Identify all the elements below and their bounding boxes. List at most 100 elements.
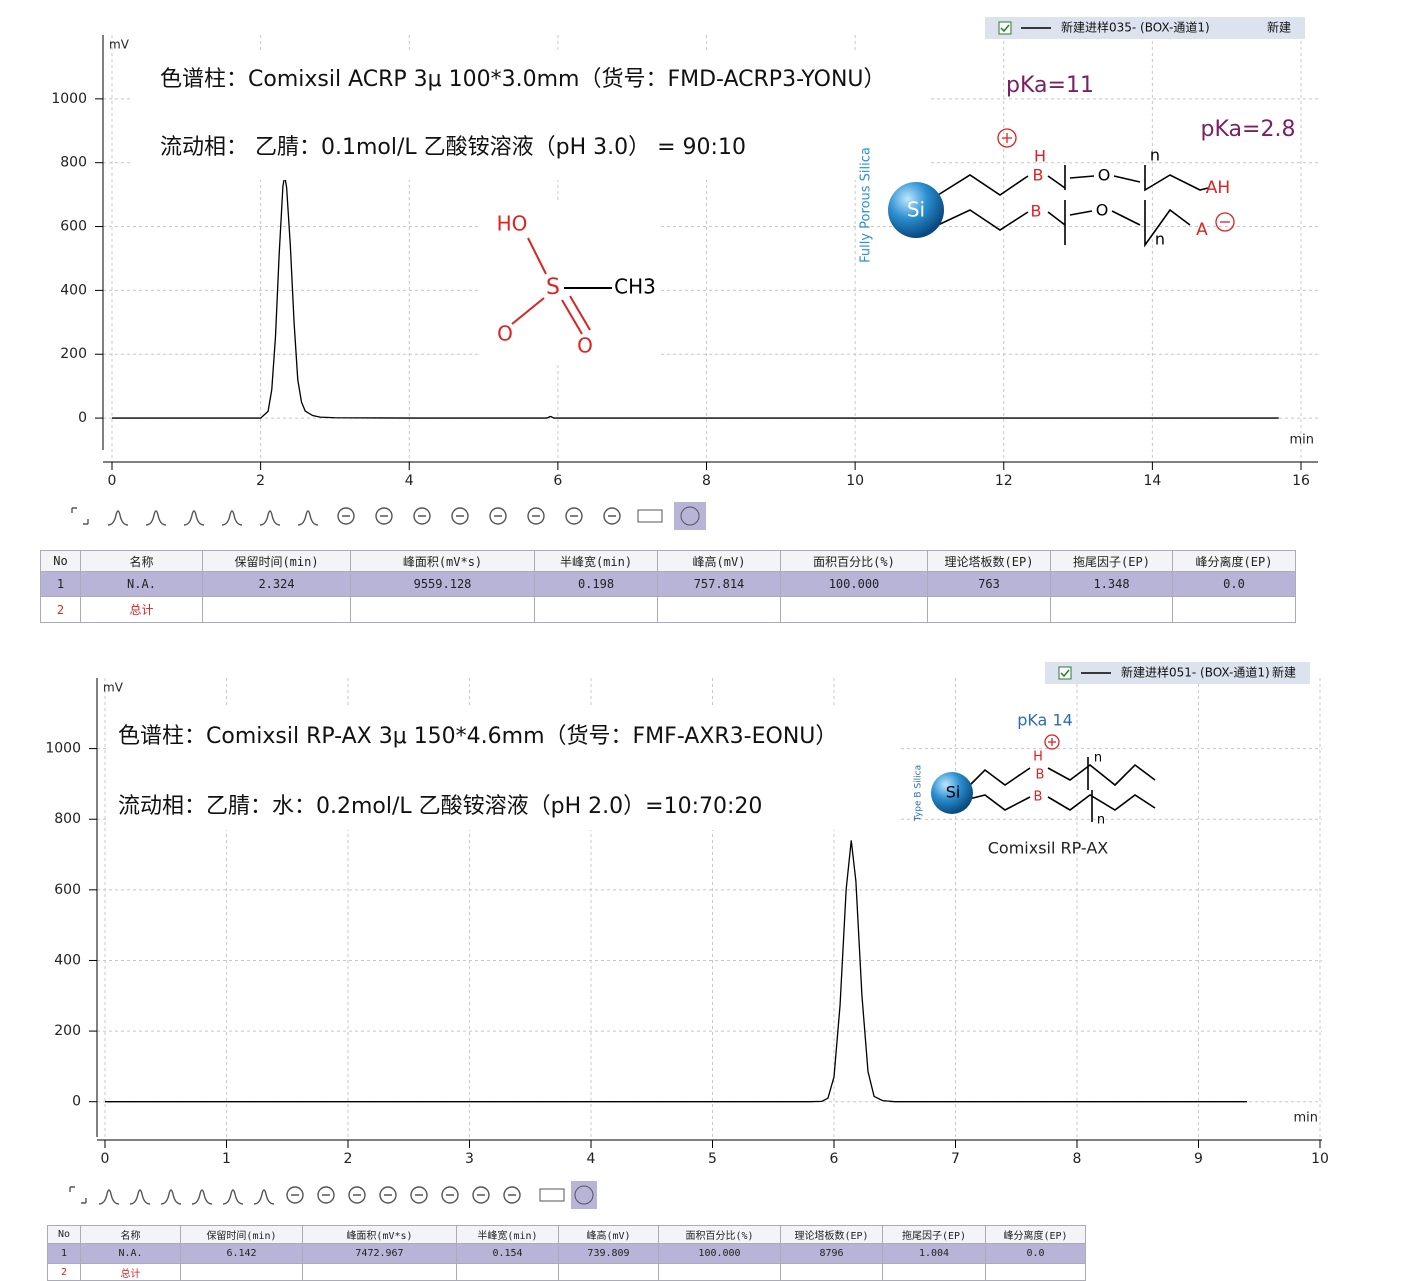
toolbar-icon[interactable]: [286, 1186, 304, 1204]
structure-label: Fully Porous Silica: [859, 147, 874, 263]
toolbar-icon[interactable]: [221, 510, 243, 526]
toolbar-icon[interactable]: [317, 1186, 335, 1204]
legend-checkbox[interactable]: [1058, 666, 1072, 680]
structure-label: Si: [946, 783, 961, 802]
toolbar-icon[interactable]: [145, 510, 167, 526]
structure-label: Comixsil RP-AX: [988, 839, 1109, 858]
table-row[interactable]: 1 N.A. 6.142 7472.967 0.154 739.809 100.000 879…: [47, 1243, 1086, 1264]
header-cell: 名称: [80, 1225, 181, 1244]
toolbar-icon[interactable]: [565, 507, 583, 525]
y-tick-label: 600: [54, 882, 81, 898]
toolbar-icon[interactable]: [451, 507, 469, 525]
x-tick-label: 14: [1143, 473, 1161, 489]
legend-label: 新建进样051- (BOX-通道1): [1121, 665, 1270, 680]
toolbar-icon[interactable]: [191, 1189, 213, 1205]
toolbar-icon[interactable]: [539, 1188, 565, 1202]
legend-check: [1060, 669, 1070, 678]
toolbar-icon[interactable]: [527, 507, 545, 525]
structure-label: H: [1034, 147, 1046, 166]
toolbar-icon[interactable]: [107, 510, 129, 526]
toolbar-icon[interactable]: [410, 1186, 428, 1204]
toolbar-icon[interactable]: [98, 1189, 120, 1205]
cell: 763: [927, 571, 1051, 597]
cell: [202, 596, 351, 623]
table-row[interactable]: 1 N.A. 2.324 9559.128 0.198 757.814 100.000 763…: [40, 571, 1296, 597]
cell: 总计: [80, 596, 203, 623]
toolbar-icon[interactable]: [413, 507, 431, 525]
structure-label: O: [577, 334, 593, 358]
header-cell: 保留时间(min): [180, 1225, 303, 1244]
table-row[interactable]: No 名称 保留时间(min) 峰面积(mV*s) 半峰宽(min) 峰高(mV) 面积百分…: [47, 1225, 1086, 1244]
toolbar-icon[interactable]: [680, 506, 700, 526]
toolbar-icon[interactable]: [503, 1186, 521, 1204]
cell: [558, 1263, 659, 1281]
annotation-bg: [130, 50, 930, 180]
structure-label: Si: [907, 198, 925, 222]
structure-label: A: [1196, 220, 1208, 240]
molecule-bonds: [511, 237, 612, 335]
toolbar-icon[interactable]: [441, 1186, 459, 1204]
structure-label: B: [1034, 790, 1043, 805]
toolbar-icon[interactable]: [297, 510, 319, 526]
toolbar-icon[interactable]: [375, 507, 393, 525]
legend-label: 新建进样035- (BOX-通道1): [1061, 20, 1210, 35]
cell: 0.0: [1172, 571, 1296, 597]
toolbar-icon[interactable]: [222, 1189, 244, 1205]
y-tick-label: 0: [78, 410, 87, 426]
toolbar-icon[interactable]: [603, 507, 621, 525]
cell: [302, 1263, 457, 1281]
cell: 6.142: [180, 1243, 303, 1264]
toolbar-icon[interactable]: [259, 510, 281, 526]
structure-label: n: [1155, 230, 1165, 249]
toolbar-icon[interactable]: [71, 507, 89, 525]
x-tick-label: 0: [101, 1151, 110, 1167]
toolbar-icon[interactable]: [337, 507, 355, 525]
toolbar-icon[interactable]: [637, 509, 663, 523]
toolbar-icon[interactable]: [489, 507, 507, 525]
cell: 2.324: [202, 571, 351, 597]
cell: [658, 1263, 781, 1281]
legend-checkbox[interactable]: [998, 21, 1012, 35]
toolbar-icon[interactable]: [183, 510, 205, 526]
table-row[interactable]: No 名称 保留时间(min) 峰面积(mV*s) 半峰宽(min) 峰高(mV) 面积百分…: [40, 550, 1296, 572]
header-cell: 面积百分比(%): [658, 1225, 781, 1244]
toolbar-icon[interactable]: [160, 1189, 182, 1205]
x-tick-label: 0: [108, 473, 117, 489]
toolbar-icon[interactable]: [129, 1189, 151, 1205]
molecule-bg: [480, 200, 660, 365]
structure-label: CH3: [614, 275, 656, 299]
structure-bonds: [937, 165, 1209, 822]
table-row[interactable]: 2 总计: [47, 1263, 1086, 1281]
x-tick-label: 9: [1194, 1151, 1203, 1167]
header-cell: 半峰宽(min): [456, 1225, 559, 1244]
header-cell: 保留时间(min): [202, 550, 351, 572]
x-tick-label: 6: [553, 473, 562, 489]
toolbar-icon[interactable]: [253, 1189, 275, 1205]
x-axis-label: min: [1289, 433, 1314, 448]
cell: [534, 596, 658, 623]
structure-label: B: [1031, 202, 1042, 221]
legend-extra: 新建: [1267, 20, 1291, 35]
toolbar-icon[interactable]: [379, 1186, 397, 1204]
toolbar-icon[interactable]: [574, 1185, 594, 1205]
toolbar-icon[interactable]: [69, 1186, 87, 1204]
x-tick-label: 16: [1292, 473, 1310, 489]
charge-symbols: [997, 128, 1235, 750]
annotation: 流动相：乙腈：水：0.2mol/L 乙酸铵溶液（pH 2.0）=10:70:20: [118, 794, 762, 819]
toolbar-icon[interactable]: [348, 1186, 366, 1204]
cell: 1.004: [882, 1243, 986, 1264]
x-tick-label: 6: [830, 1151, 839, 1167]
cell: 7472.967: [302, 1243, 457, 1264]
cell: 100.000: [658, 1243, 781, 1264]
y-tick-label: 800: [60, 155, 87, 171]
table-row[interactable]: 2 总计: [40, 596, 1296, 623]
header-cell: 名称: [80, 550, 203, 572]
toolbar-icon[interactable]: [472, 1186, 490, 1204]
structure-label: Type B Silica: [914, 765, 924, 822]
cell: 1: [47, 1243, 81, 1264]
cell: [780, 596, 928, 623]
header-cell: 峰面积(mV*s): [350, 550, 535, 572]
x-tick-label: 4: [587, 1151, 596, 1167]
silica-bead: [888, 182, 944, 238]
toolbar-button[interactable]: [674, 502, 706, 530]
